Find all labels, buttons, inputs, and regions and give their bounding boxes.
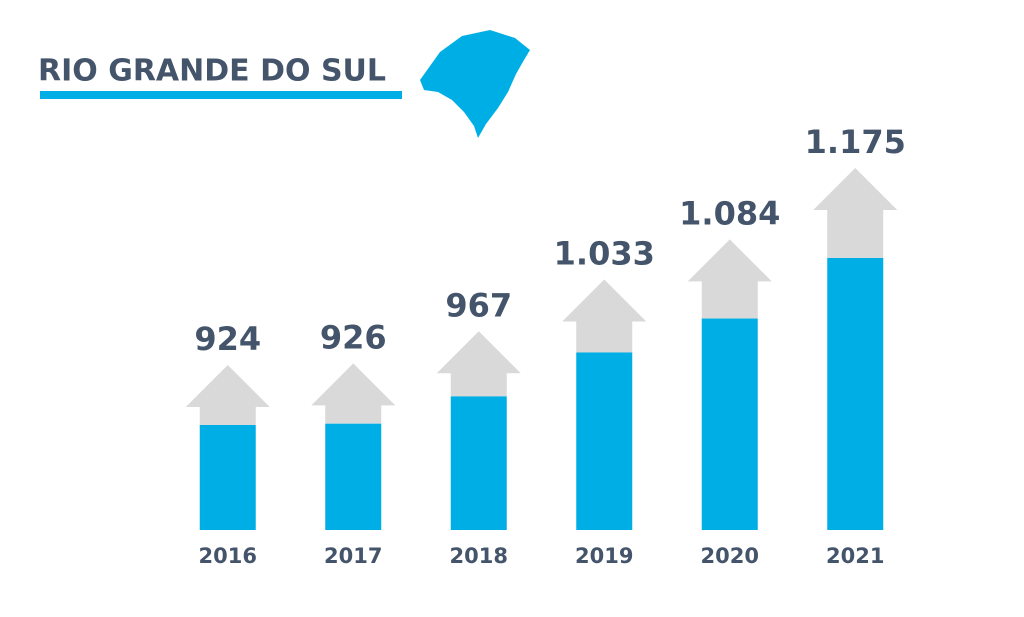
chart-title: RIO GRANDE DO SUL [38,54,386,89]
arrow [687,239,772,319]
x-tick-label: 2020 [701,544,759,568]
arrow [436,331,521,397]
bar [576,352,633,530]
x-tick-label: 2019 [575,544,633,568]
arrow [185,365,270,425]
arrow [813,168,898,258]
state-map [420,30,530,138]
bar [325,423,382,530]
bar [827,258,884,530]
value-label: 924 [194,320,261,358]
title-underline [40,91,402,99]
value-label: 967 [445,286,512,324]
value-label: 926 [320,318,387,356]
x-tick-label: 2021 [826,544,884,568]
bar [701,318,758,530]
value-label: 1.033 [554,234,655,272]
x-tick-label: 2018 [450,544,508,568]
bar [199,425,256,530]
x-tick-label: 2017 [324,544,382,568]
bar [450,396,507,530]
value-label: 1.175 [805,123,906,161]
arrow [562,279,647,353]
x-tick-label: 2016 [199,544,257,568]
value-label: 1.084 [679,194,780,232]
arrow [311,363,396,424]
